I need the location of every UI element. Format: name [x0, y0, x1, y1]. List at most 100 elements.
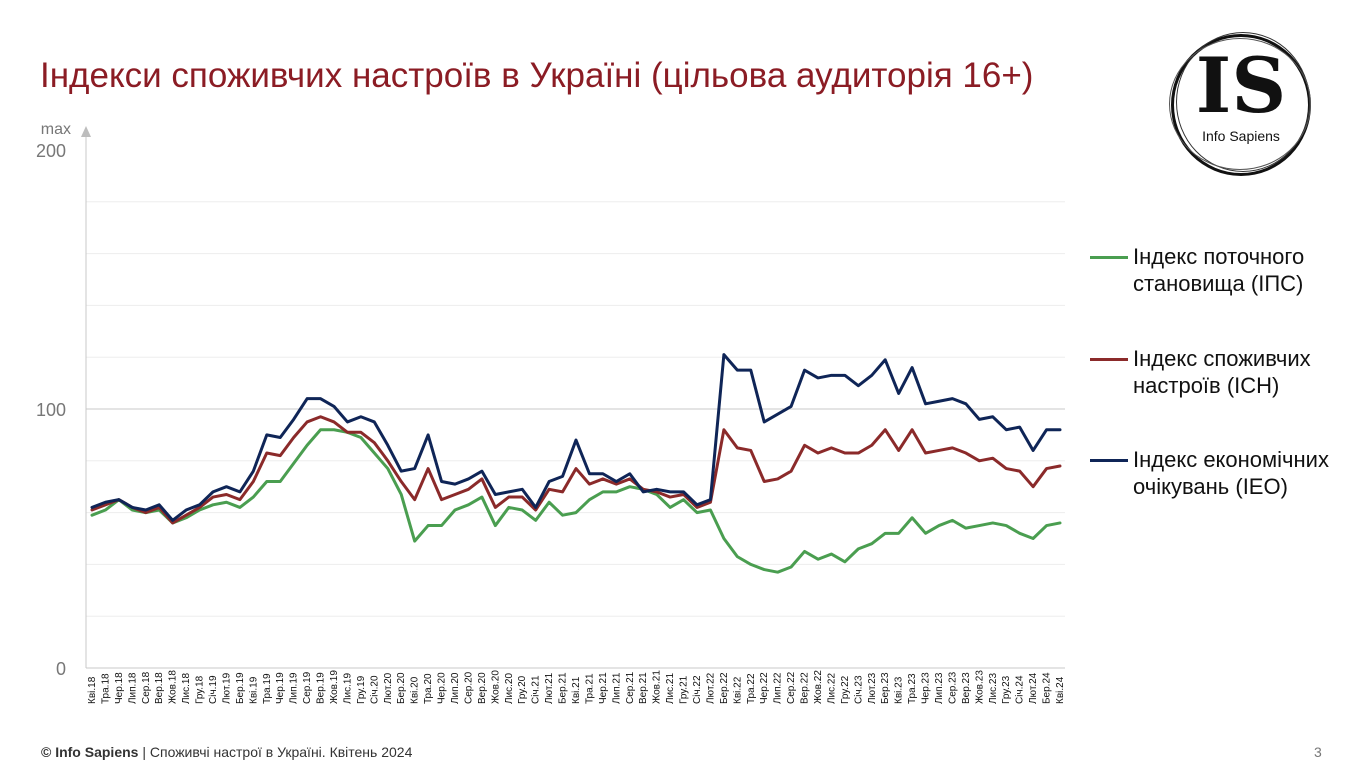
x-tick-label: Тра.21: [584, 673, 595, 704]
x-tick-label: Лис.22: [826, 673, 837, 704]
x-tick-label: Чер.19: [275, 672, 286, 704]
x-tick-label: Вер.22: [800, 672, 811, 704]
x-tick-label: Чер.20: [437, 672, 448, 704]
legend-label: Індекс споживчих настроїв (ІСН): [1133, 346, 1311, 398]
x-tick-label: Бер.22: [719, 672, 730, 704]
y-tick-label: 0: [56, 659, 66, 679]
x-tick-label: Жов.23: [974, 670, 985, 704]
x-tick-label: Тра.18: [100, 673, 111, 704]
x-tick-label: Жов.20: [490, 670, 501, 704]
x-tick-label: Чер.21: [598, 672, 609, 704]
x-tick-label: Гру.23: [1001, 675, 1012, 704]
x-tick-label: Січ.21: [531, 675, 542, 704]
logo-name: Info Sapiens: [1202, 128, 1280, 144]
x-tick-label: Лис.19: [342, 673, 353, 704]
x-tick-label: Бер.20: [396, 672, 407, 704]
x-tick-label: Бер.23: [880, 672, 891, 704]
x-tick-label: Сер.20: [463, 671, 474, 704]
legend-swatch-green: [1090, 256, 1128, 259]
logo-ring: [1169, 38, 1311, 170]
x-tick-label: Гру.21: [679, 675, 690, 704]
x-tick-label: Лис.18: [181, 673, 192, 704]
x-tick-label: Вер.21: [638, 672, 649, 704]
legend-label: Індекс економічних очікувань (ІЕО): [1133, 447, 1329, 499]
x-tick-label: Гру.18: [195, 675, 206, 704]
series-line-0: [90, 428, 1062, 574]
x-tick-label: Січ.23: [853, 675, 864, 704]
x-tick-label: Чер.22: [759, 672, 770, 704]
x-tick-label: Лют.24: [1028, 672, 1039, 704]
x-tick-label: Жов.18: [168, 670, 179, 704]
x-tick-label: Тра.19: [262, 673, 273, 704]
y-tick-label: 100: [36, 400, 66, 420]
x-tick-label: Січ.22: [692, 675, 703, 704]
x-tick-label: Бер.21: [558, 672, 569, 704]
x-tick-label: Сер.19: [302, 671, 313, 704]
y-tick-label: 200: [36, 141, 66, 161]
x-tick-label: Лип.22: [773, 672, 784, 704]
x-tick-label: Сер.23: [947, 671, 958, 704]
x-tick-label: Кві.24: [1055, 676, 1066, 704]
x-tick-label: Лис.23: [988, 673, 999, 704]
x-tick-label: Кві.18: [87, 676, 98, 704]
footer: © Info Sapiens | Споживчі настрої в Укра…: [41, 744, 412, 760]
x-tick-label: Вер.23: [961, 672, 972, 704]
chart-axes: [81, 126, 1065, 669]
x-tick-label: Лип.21: [611, 672, 622, 704]
x-tick-label: Лип.18: [127, 672, 138, 704]
x-tick-label: Лип.20: [450, 672, 461, 704]
x-tick-label: Жов.19: [329, 670, 340, 704]
legend-swatch-red: [1090, 358, 1128, 361]
x-tick-label: Бер.19: [235, 672, 246, 704]
y-axis-arrow: [81, 126, 91, 137]
x-tick-label: Тра.23: [907, 673, 918, 704]
x-tick-label: Лют.19: [221, 672, 232, 704]
x-tick-label: Чер.23: [921, 672, 932, 704]
x-tick-label: Вер.19: [316, 672, 327, 704]
legend-swatch-navy: [1090, 459, 1128, 462]
x-tick-label: Гру.19: [356, 675, 367, 704]
page-title: Індекси споживчих настроїв в Україні (ці…: [40, 56, 1034, 95]
x-tick-label: Жов.21: [652, 670, 663, 704]
footer-brand: © Info Sapiens: [41, 744, 139, 760]
x-tick-label: Лют.22: [705, 672, 716, 704]
x-tick-label: Кві.19: [248, 676, 259, 704]
x-tick-label: Сер.18: [141, 671, 152, 704]
x-tick-label: Гру.22: [840, 675, 851, 704]
chart-series: [90, 353, 1062, 574]
x-tick-label: Кві.20: [410, 676, 421, 704]
y-max-label: max: [41, 121, 71, 138]
x-tick-label: Кві.22: [732, 676, 743, 704]
x-tick-label: Гру.20: [517, 675, 528, 704]
x-tick-label: Кві.23: [894, 676, 905, 704]
series-line-2: [90, 353, 1062, 522]
series-line-1: [90, 415, 1062, 525]
x-tick-label: Чер.18: [114, 672, 125, 704]
x-tick-label: Січ.20: [369, 675, 380, 704]
x-tick-label: Лип.23: [934, 672, 945, 704]
x-tick-label: Вер.20: [477, 672, 488, 704]
x-tick-label: Тра.20: [423, 673, 434, 704]
x-tick-label: Лют.21: [544, 672, 555, 704]
x-tick-label: Січ.19: [208, 675, 219, 704]
x-tick-label: Сер.21: [625, 671, 636, 704]
x-tick-label: Кві.21: [571, 676, 582, 704]
x-tick-label: Тра.22: [746, 673, 757, 704]
logo-mark: IS: [1195, 41, 1287, 130]
footer-text: Споживчі настрої в Україні. Квітень 2024: [149, 744, 413, 760]
x-tick-label: Сер.22: [786, 671, 797, 704]
x-tick-label: Бер.24: [1042, 672, 1053, 704]
y-axis-tick-labels: 0 100 200 max: [36, 121, 71, 679]
x-tick-label: Січ.24: [1015, 675, 1026, 704]
grid-lines: [86, 201, 1065, 617]
x-tick-label: Вер.18: [154, 672, 165, 704]
footer-separator: |: [138, 744, 150, 760]
x-tick-label: Лис.20: [504, 673, 515, 704]
x-axis-tick-labels: Кві.18 Тра.18 Чер.18 Лип.18 Сер.18 Вер.18 Жов.…: [87, 670, 1066, 704]
x-tick-label: Лип.19: [289, 672, 300, 704]
page-number: 3: [1314, 744, 1322, 760]
legend-label: Індекс поточного становища (ІПС): [1133, 244, 1305, 296]
info-sapiens-logo: IS Info Sapiens: [1168, 30, 1314, 176]
x-tick-label: Лют.20: [383, 672, 394, 704]
